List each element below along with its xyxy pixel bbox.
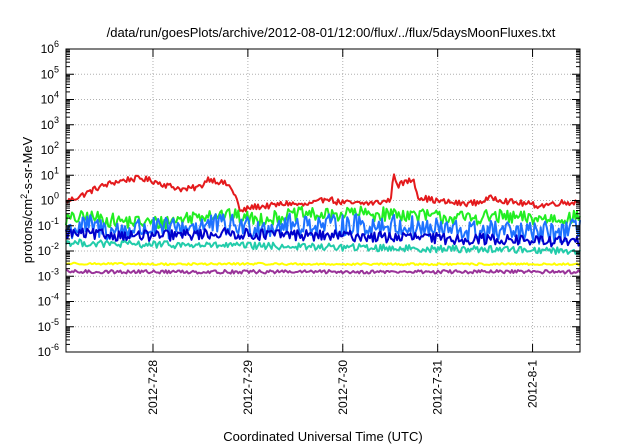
y-axis-label-sup: 2	[19, 194, 29, 199]
y-tick-base: 10	[38, 295, 52, 309]
y-tick-exponent: -4	[51, 292, 59, 302]
y-tick-base: 10	[38, 219, 52, 233]
y-tick-base: 10	[38, 345, 52, 359]
y-tick-exponent: 4	[54, 90, 59, 100]
x-tick-labels: 2012-7-28 2012-7-29 2012-7-30 2012-7-31 2012…	[146, 360, 540, 415]
y-tick-base: 10	[41, 118, 55, 132]
x-axis-label: Coordinated Universal Time (UTC)	[223, 429, 422, 444]
y-tick-label: 10-5	[38, 317, 59, 334]
series-line	[65, 238, 581, 255]
y-tick-base: 10	[41, 67, 55, 81]
y-tick-label: 10-1	[38, 216, 59, 233]
y-tick-label: 102	[41, 140, 59, 157]
y-tick-label: 104	[41, 90, 59, 107]
y-tick-label: 105	[41, 64, 59, 81]
y-tick-base: 10	[38, 320, 52, 334]
y-axis-label: protons/cm2-s-sr-MeV	[19, 136, 35, 263]
y-tick-label: 103	[41, 115, 59, 132]
chart-title: /data/run/goesPlots/archive/2012-08-01/1…	[107, 25, 556, 40]
y-tick-exponent: 2	[54, 140, 59, 150]
y-tick-base: 10	[41, 93, 55, 107]
y-tick-label: 10-3	[38, 266, 59, 283]
y-tick-exponent: -3	[51, 266, 59, 276]
y-tick-label: 10-6	[38, 342, 59, 359]
y-tick-base: 10	[41, 42, 55, 56]
y-tick-exponent: 6	[54, 39, 59, 49]
x-tick-label: 2012-7-31	[431, 360, 445, 415]
y-tick-label: 101	[41, 165, 59, 182]
y-tick-exponent: 3	[54, 115, 59, 125]
series-line	[65, 269, 581, 275]
series-group	[65, 173, 581, 275]
series-line	[65, 226, 581, 248]
y-tick-label: 100	[41, 191, 59, 208]
y-tick-exponent: -2	[51, 241, 59, 251]
y-tick-exponent: -1	[51, 216, 59, 226]
y-tick-exponent: -5	[51, 317, 59, 327]
y-tick-label: 106	[41, 39, 59, 56]
y-tick-exponent: 0	[54, 191, 59, 201]
y-tick-base: 10	[41, 143, 55, 157]
x-tick-label: 2012-7-30	[336, 360, 350, 415]
x-tick-label: 2012-7-28	[146, 360, 160, 415]
x-tick-label: 2012-8-1	[526, 360, 540, 408]
y-axis-label-suffix: -s-sr-MeV	[20, 136, 35, 193]
y-tick-exponent: 5	[54, 64, 59, 74]
grid	[66, 49, 580, 352]
x-tick-label: 2012-7-29	[241, 360, 255, 415]
y-tick-exponent: -6	[51, 342, 59, 352]
y-tick-base: 10	[38, 269, 52, 283]
y-tick-base: 10	[41, 168, 55, 182]
series-line	[65, 205, 581, 230]
ticks	[66, 48, 580, 353]
y-tick-label: 10-2	[38, 241, 59, 258]
y-tick-base: 10	[38, 244, 52, 258]
y-axis-label-prefix: protons/cm	[20, 199, 35, 263]
y-tick-label: 10-4	[38, 292, 59, 309]
y-tick-base: 10	[41, 194, 55, 208]
series-line	[65, 261, 581, 267]
series-line	[65, 173, 581, 213]
y-tick-labels: 10-610-510-410-310-210-11001011021031041…	[38, 39, 59, 359]
y-tick-exponent: 1	[54, 165, 59, 175]
